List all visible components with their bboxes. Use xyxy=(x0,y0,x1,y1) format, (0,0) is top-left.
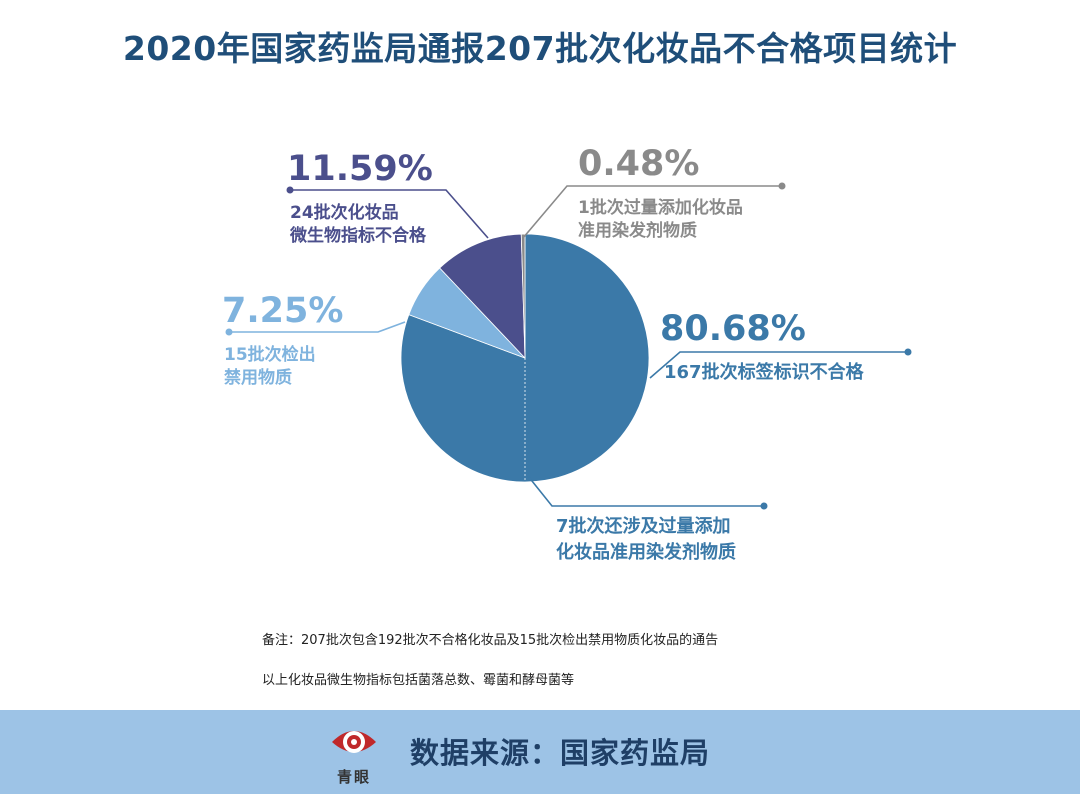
leader-excess xyxy=(522,185,782,239)
pie-chart: 80.68% 167批次标签标识不合格 7.25% 15批次检出禁用物质 11.59% 2… xyxy=(222,144,912,563)
logo: 青眼 xyxy=(326,718,382,790)
leader-sub xyxy=(527,475,764,507)
pie-slices xyxy=(400,233,650,483)
note-1: 备注：207批次包含192批次不合格化妆品及15批次检出禁用物质化妆品的通告 xyxy=(262,633,719,648)
pie-slice-excess xyxy=(520,233,526,359)
leader-dot-micro xyxy=(286,186,294,194)
pct-label-micro: 11.59% xyxy=(287,149,433,189)
pct-label-label: 80.68% xyxy=(660,309,806,349)
pct-label-banned: 7.25% xyxy=(222,291,343,331)
leader-lines xyxy=(225,182,912,510)
eye-logo-icon xyxy=(332,731,376,753)
pie-slice-micro xyxy=(439,233,526,360)
slice-label-excess: 1批次过量添加化妆品准用染发剂物质 xyxy=(578,197,743,241)
leader-dot-banned xyxy=(225,328,233,336)
logo-text: 青眼 xyxy=(336,768,371,786)
note-2: 以上化妆品微生物指标包括菌落总数、霉菌和酵母菌等 xyxy=(262,673,575,688)
sub-annotation: 7批次还涉及过量添加化妆品准用染发剂物质 xyxy=(556,515,736,563)
leader-micro xyxy=(290,189,489,239)
slice-label-micro: 24批次化妆品微生物指标不合格 xyxy=(289,202,427,246)
notes: 备注：207批次包含192批次不合格化妆品及15批次检出禁用物质化妆品的通告 以… xyxy=(262,632,718,712)
slice-label-label: 167批次标签标识不合格 xyxy=(664,361,865,383)
chart-title: 2020年国家药监局通报207批次化妆品不合格项目统计 xyxy=(122,29,958,68)
data-source: 数据来源：国家药监局 xyxy=(410,736,711,770)
leader-label xyxy=(649,351,908,379)
pct-label-excess: 0.48% xyxy=(578,144,699,184)
leader-banned xyxy=(229,321,406,333)
leader-dot-sub xyxy=(760,502,768,510)
leader-dot-excess xyxy=(778,182,786,190)
footer: 青眼 数据来源：国家药监局 xyxy=(0,710,1080,794)
slice-label-banned: 15批次检出禁用物质 xyxy=(224,344,316,388)
slice-labels: 80.68% 167批次标签标识不合格 7.25% 15批次检出禁用物质 11.59% 2… xyxy=(222,144,865,563)
leader-dot-label xyxy=(904,348,912,356)
